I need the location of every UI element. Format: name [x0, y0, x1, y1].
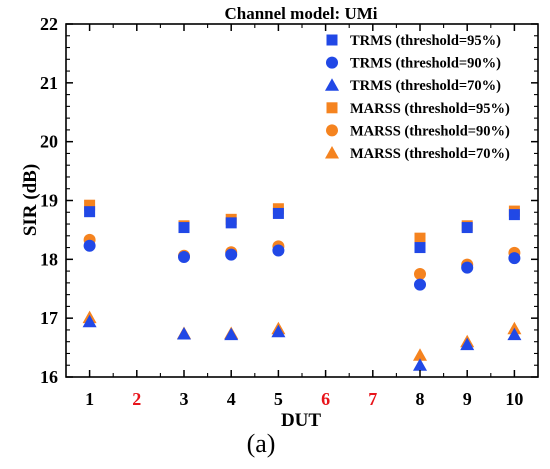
data-point	[461, 222, 473, 234]
x-tick-label: 4	[227, 389, 236, 409]
series-circle-trms	[83, 239, 521, 291]
data-point	[177, 327, 191, 340]
legend-marker	[326, 102, 338, 114]
x-tick-label: 2	[132, 389, 141, 409]
legend-entry-label: TRMS (threshold=95%)	[350, 33, 501, 49]
data-point	[224, 327, 239, 341]
data-point	[414, 268, 426, 281]
legend-entry-label: TRMS (threshold=90%)	[350, 56, 501, 72]
legend-marker	[325, 78, 339, 91]
plot-frame	[65, 23, 539, 378]
data-point	[508, 252, 521, 265]
legend-entry-label: MARSS (threshold=70%)	[350, 146, 510, 162]
data-point	[82, 314, 97, 328]
legend-entry-label: MARSS (threshold=95%)	[350, 101, 510, 117]
data-point	[507, 327, 522, 341]
data-point	[271, 324, 286, 338]
y-tick-label: 19	[40, 191, 58, 211]
plot-area	[82, 199, 522, 371]
x-tick-label: 1	[85, 389, 94, 409]
y-tick-label: 18	[40, 249, 58, 269]
legend-marker	[326, 56, 338, 69]
y-tick-label: 22	[40, 14, 58, 34]
legend-marker	[326, 34, 338, 46]
y-axis-title: SIR (dB)	[20, 164, 41, 236]
data-point	[414, 278, 426, 291]
legend-entry-label: TRMS (threshold=70%)	[350, 78, 501, 94]
data-point	[178, 250, 190, 263]
x-tick-label: 3	[180, 389, 189, 409]
legend-marker	[326, 124, 338, 137]
series-square-trms	[84, 206, 520, 254]
panel-label: (a)	[247, 429, 276, 458]
series-circle-marss	[83, 233, 521, 281]
x-tick-label: 7	[368, 389, 377, 409]
y-tick-label: 17	[40, 308, 58, 328]
data-point	[272, 244, 285, 257]
data-point	[225, 217, 237, 229]
legend-marker	[325, 146, 339, 159]
data-point	[272, 207, 284, 219]
data-point	[413, 358, 427, 371]
data-point	[413, 348, 427, 361]
chart-title: Channel model: UMi	[225, 4, 378, 23]
legend-entry-label: MARSS (threshold=90%)	[350, 123, 510, 139]
data-point	[508, 209, 520, 221]
x-tick-label: 5	[274, 389, 283, 409]
y-tick-label: 20	[40, 132, 58, 152]
legend: TRMS (threshold=95%) TRMS (threshold=90%)…	[325, 33, 510, 162]
series-square-marss	[84, 199, 520, 244]
series-triangle-trms	[82, 314, 522, 371]
data-point	[461, 261, 474, 274]
x-tick-label: 9	[463, 389, 472, 409]
data-point	[414, 242, 426, 254]
data-point	[84, 206, 96, 218]
data-point	[83, 239, 96, 252]
data-point	[460, 337, 475, 351]
data-point	[178, 222, 190, 234]
data-point	[84, 199, 96, 211]
x-tick-label: 10	[505, 389, 523, 409]
y-tick-label: 16	[40, 367, 58, 387]
x-tick-label: 6	[321, 389, 330, 409]
y-tick-label: 21	[40, 73, 58, 93]
data-point	[225, 248, 238, 261]
data-point	[414, 232, 426, 244]
axes: 16 17 18 19 20 21 22 1 2 3 4 5 6 7 8 9 10	[40, 14, 539, 409]
x-tick-label: 8	[416, 389, 425, 409]
series-triangle-marss	[82, 310, 522, 361]
x-axis-title: DUT	[281, 410, 321, 431]
